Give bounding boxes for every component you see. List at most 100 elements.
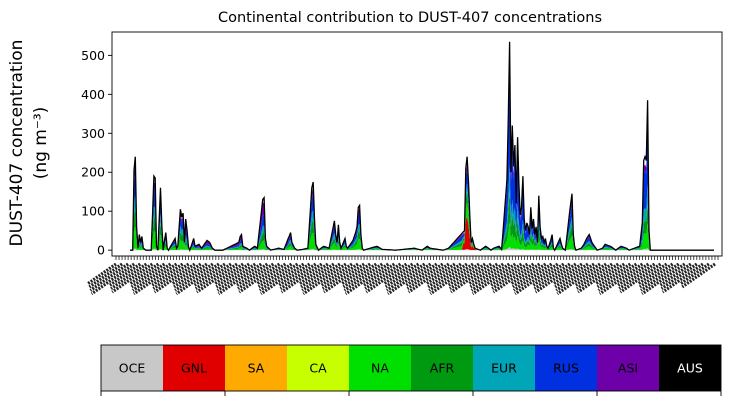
x-tick-label <box>387 262 432 296</box>
x-tick-label <box>534 262 577 294</box>
x-axis-ticks <box>87 256 719 296</box>
stack-area-eur <box>130 164 714 251</box>
x-tick-label <box>88 262 124 289</box>
stack-area-afr <box>130 189 714 251</box>
x-tick-label <box>280 262 323 294</box>
y-axis-unit-label: (ng m⁻³) <box>31 107 51 180</box>
y-tick-label: 200 <box>81 165 105 180</box>
x-tick-label <box>428 262 468 292</box>
legend-swatch-asi <box>597 345 659 391</box>
x-tick-label <box>364 262 402 290</box>
x-tick-label <box>597 262 638 292</box>
x-tick-label <box>383 262 414 285</box>
y-tick-label: 100 <box>81 204 105 219</box>
legend-label-eur: EUR <box>491 361 517 376</box>
x-tick-label <box>595 262 626 285</box>
x-tick-label <box>174 262 214 292</box>
legend-label-ca: CA <box>309 361 327 376</box>
y-axis-label: DUST-407 concentration <box>7 40 27 247</box>
x-tick-label <box>598 262 644 296</box>
x-tick-label <box>426 262 456 285</box>
x-tick-label <box>152 262 190 290</box>
x-tick-label <box>90 262 136 296</box>
x-tick-label <box>238 262 281 294</box>
x-tick-label <box>130 262 166 289</box>
legend-swatch-afr <box>411 345 473 391</box>
x-tick-label <box>384 262 420 289</box>
legend-swatch-ca <box>287 345 349 391</box>
x-tick-label <box>681 262 716 289</box>
x-tick-label <box>323 262 366 294</box>
x-tick-label <box>131 262 172 292</box>
x-tick-label <box>173 262 208 289</box>
x-tick-label <box>258 262 299 292</box>
x-tick-label <box>469 262 505 289</box>
x-tick-label <box>344 262 390 296</box>
x-tick-label <box>471 262 517 296</box>
x-tick-label <box>342 262 378 289</box>
plot-frame <box>111 31 723 257</box>
x-tick-label <box>514 262 559 296</box>
x-tick-label <box>575 262 614 290</box>
legend-swatch-rus <box>535 345 597 391</box>
x-tick-label <box>406 262 444 290</box>
legend-swatch-oce <box>101 345 163 391</box>
x-tick-label <box>553 262 583 285</box>
x-tick-label <box>111 262 154 294</box>
x-tick-label <box>256 262 287 285</box>
x-tick-label <box>556 262 601 296</box>
total-concentration-line <box>130 41 714 253</box>
x-tick-label <box>619 262 662 294</box>
x-tick-label <box>513 262 553 292</box>
x-tick-label <box>279 262 317 290</box>
x-tick-label <box>577 262 620 294</box>
stack-area-aus <box>130 58 714 251</box>
x-tick-label <box>302 262 347 296</box>
x-tick-label <box>195 262 238 294</box>
legend-label-oce: OCE <box>119 361 146 376</box>
x-tick-label <box>661 262 704 294</box>
x-tick-label <box>554 262 589 289</box>
legend-label-na: NA <box>371 361 389 376</box>
x-tick-label <box>511 262 547 289</box>
x-tick-label <box>450 262 493 294</box>
region-legend: OCE GNL SA CA NA AFR EUR RUS ASI AUS <box>100 344 722 396</box>
chart-title: Continental contribution to DUST-407 con… <box>218 10 602 26</box>
legend-label-afr: AFR <box>430 361 455 376</box>
x-tick-label <box>129 262 160 285</box>
x-tick-label <box>427 262 462 289</box>
y-tick-label: 400 <box>81 87 105 102</box>
x-tick-label <box>618 262 656 290</box>
plot-area: 0 100 200 300 400 500 <box>81 31 723 258</box>
x-tick-label <box>680 262 710 285</box>
stack-area-na <box>130 202 714 251</box>
x-tick-label <box>216 262 257 292</box>
x-tick-label <box>171 262 202 285</box>
legend-label-rus: RUS <box>553 361 579 376</box>
legend-swatch-na <box>349 345 411 391</box>
x-tick-label <box>470 262 511 292</box>
x-tick-label <box>215 262 251 289</box>
x-tick-label <box>468 262 499 285</box>
x-tick-label <box>321 262 359 290</box>
legend-label-sa: SA <box>248 361 265 376</box>
x-tick-label <box>87 262 117 285</box>
stack-area-asi <box>130 58 714 251</box>
x-tick-label <box>341 262 372 285</box>
x-tick-label <box>237 262 275 290</box>
x-tick-label <box>110 262 148 290</box>
x-tick-label <box>555 262 595 292</box>
x-tick-label <box>641 262 686 296</box>
x-tick-label <box>214 262 245 285</box>
x-tick-label <box>407 262 450 294</box>
legend-swatch-sa <box>225 345 287 391</box>
y-tick-label: 500 <box>81 48 105 63</box>
x-tick-label <box>153 262 196 294</box>
x-tick-label <box>89 262 130 292</box>
x-tick-label <box>640 262 680 292</box>
x-tick-label <box>492 262 535 294</box>
x-tick-label <box>300 262 335 289</box>
x-tick-label <box>301 262 341 292</box>
legend-label-gnl: GNL <box>181 361 207 376</box>
